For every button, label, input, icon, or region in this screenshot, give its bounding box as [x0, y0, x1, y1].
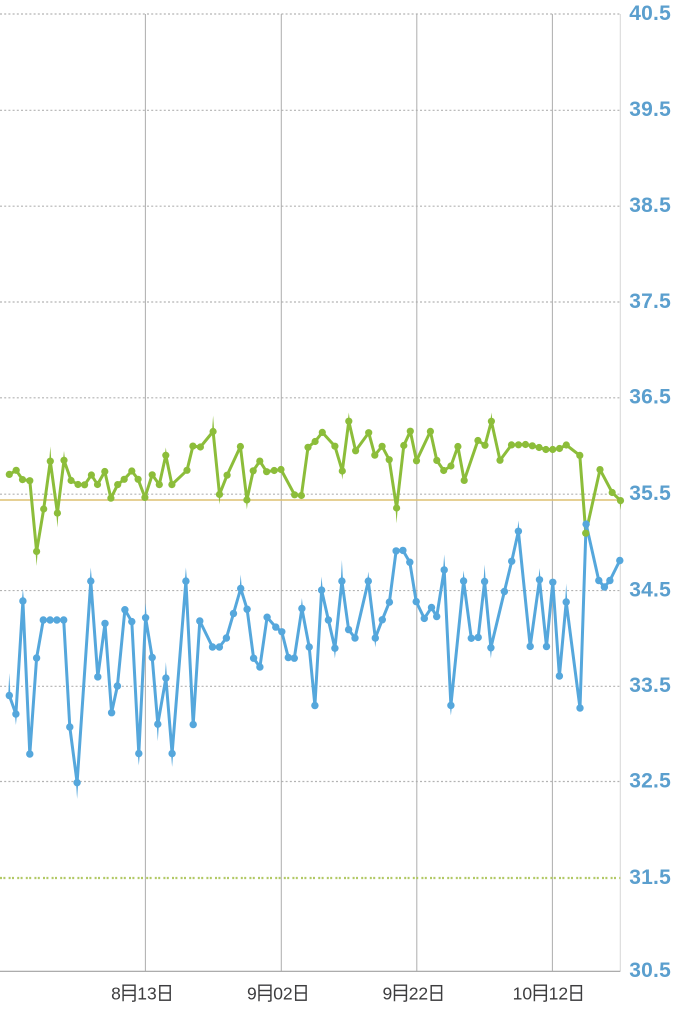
svg-text:13: 13 [137, 984, 156, 1004]
svg-text:9: 9 [383, 984, 393, 1004]
svg-text:37.5: 37.5 [629, 290, 671, 313]
svg-text:02: 02 [273, 984, 292, 1004]
svg-text:38.5: 38.5 [629, 194, 671, 217]
svg-text:30.5: 30.5 [629, 959, 671, 982]
svg-text:34.5: 34.5 [629, 579, 671, 602]
svg-text:22: 22 [409, 984, 428, 1004]
svg-text:10: 10 [513, 984, 533, 1004]
svg-text:31.5: 31.5 [629, 866, 671, 889]
svg-text:40.5: 40.5 [629, 2, 671, 25]
svg-text:9: 9 [247, 984, 257, 1004]
svg-text:8: 8 [111, 984, 121, 1004]
svg-text:32.5: 32.5 [629, 769, 671, 792]
svg-text:39.5: 39.5 [629, 98, 671, 121]
svg-text:33.5: 33.5 [629, 674, 671, 697]
svg-text:12: 12 [549, 984, 568, 1004]
svg-text:35.5: 35.5 [629, 482, 671, 505]
svg-text:36.5: 36.5 [629, 386, 671, 409]
